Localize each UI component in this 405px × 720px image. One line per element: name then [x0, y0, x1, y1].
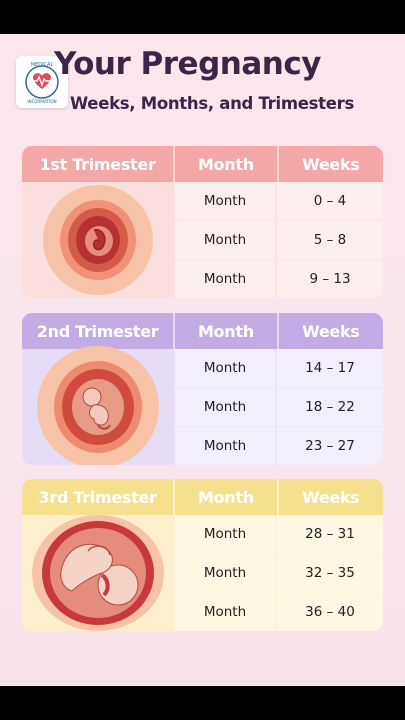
month-cell: Month	[175, 260, 275, 298]
trimester-1-rows: Month 0 – 4 Month 5 – 8 Month 9 – 13	[175, 182, 383, 298]
page-subtitle: Weeks, Months, and Trimesters	[70, 94, 354, 113]
month-cell: Month	[175, 182, 275, 220]
month-column-header: Month	[173, 146, 276, 182]
weeks-column-header: Weeks	[276, 479, 383, 515]
weeks-column-header: Weeks	[276, 313, 383, 349]
table-row: Month 0 – 4	[175, 182, 383, 220]
month-cell: Month	[175, 515, 275, 553]
trimester-2-panel: 2nd Trimester Month Weeks Month 14 – 17 …	[22, 313, 383, 465]
month-cell: Month	[175, 221, 275, 259]
trimester-2-label: 2nd Trimester	[36, 321, 159, 341]
month-cell: Month	[175, 593, 275, 631]
early-embryo-icon	[43, 185, 153, 295]
trimester-1-illustration	[22, 182, 174, 298]
full-term-fetus-icon	[32, 515, 164, 631]
weeks-cell: 32 – 35	[277, 554, 383, 592]
weeks-cell: 9 – 13	[277, 260, 383, 298]
table-row: Month 9 – 13	[175, 260, 383, 298]
svg-text:MEDICAL: MEDICAL	[31, 62, 54, 68]
table-row: Month 28 – 31	[175, 515, 383, 553]
weeks-cell: 5 – 8	[277, 221, 383, 259]
medical-information-logo: MEDICAL INFORMATION	[16, 56, 68, 108]
month-cell: Month	[175, 388, 275, 426]
weeks-cell: 18 – 22	[277, 388, 383, 426]
weeks-cell: 36 – 40	[277, 593, 383, 631]
table-row: Month 14 – 17	[175, 349, 383, 387]
month-column-header: Month	[173, 313, 276, 349]
weeks-column-header: Weeks	[276, 146, 383, 182]
trimester-3-rows: Month 28 – 31 Month 32 – 35 Month 36 – 4…	[175, 515, 383, 631]
trimester-2-header: 2nd Trimester Month Weeks	[22, 313, 383, 349]
table-row: Month 23 – 27	[175, 427, 383, 465]
table-row: Month 18 – 22	[175, 388, 383, 426]
month-column-header: Month	[173, 479, 276, 515]
month-cell: Month	[175, 554, 275, 592]
heartbeat-logo-icon: MEDICAL INFORMATION	[25, 62, 59, 104]
svg-text:INFORMATION: INFORMATION	[27, 99, 56, 104]
table-row: Month 32 – 35	[175, 554, 383, 592]
trimester-3-illustration	[22, 515, 174, 631]
infographic-screen: MEDICAL INFORMATION Your Pregnancy Weeks…	[0, 34, 405, 686]
trimester-3-header: 3rd Trimester Month Weeks	[22, 479, 383, 515]
weeks-cell: 23 – 27	[277, 427, 383, 465]
table-row: Month 5 – 8	[175, 221, 383, 259]
trimester-2-rows: Month 14 – 17 Month 18 – 22 Month 23 – 2…	[175, 349, 383, 465]
page-title: Your Pregnancy	[54, 46, 321, 82]
trimester-1-header: 1st Trimester Month Weeks	[22, 146, 383, 182]
trimester-2-illustration	[22, 346, 174, 465]
trimester-1-label: 1st Trimester	[39, 154, 156, 174]
table-row: Month 36 – 40	[175, 593, 383, 631]
month-cell: Month	[175, 349, 275, 387]
developing-fetus-icon	[37, 346, 159, 465]
weeks-cell: 14 – 17	[277, 349, 383, 387]
month-cell: Month	[175, 427, 275, 465]
weeks-cell: 28 – 31	[277, 515, 383, 553]
trimester-1-panel: 1st Trimester Month Weeks Month 0 – 4 Mo…	[22, 146, 383, 298]
trimester-3-label: 3rd Trimester	[38, 487, 157, 507]
weeks-cell: 0 – 4	[277, 182, 383, 220]
trimester-3-panel: 3rd Trimester Month Weeks Month 28 – 31 …	[22, 479, 383, 631]
